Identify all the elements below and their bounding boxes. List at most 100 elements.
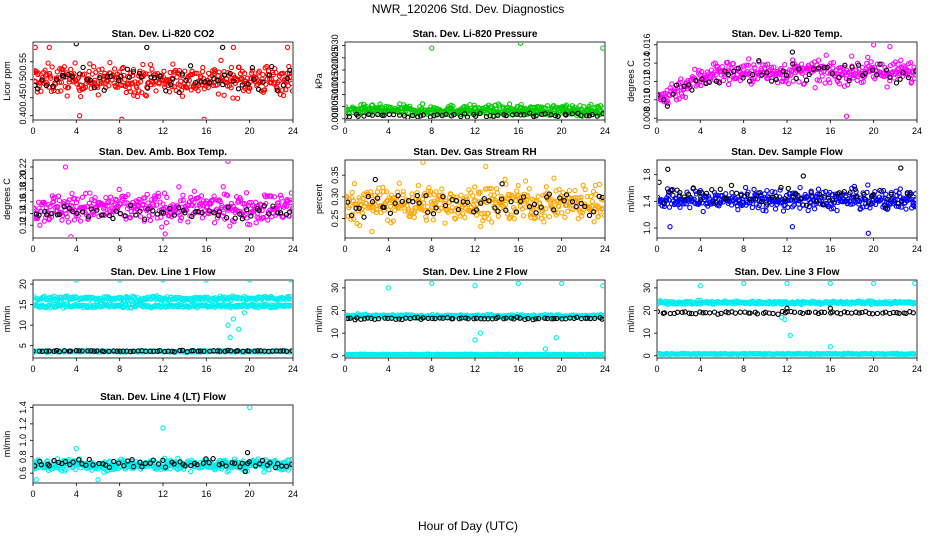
data-point xyxy=(461,111,468,117)
data-point xyxy=(664,103,671,109)
data-point xyxy=(76,113,83,119)
data-point xyxy=(136,88,142,94)
data-point xyxy=(730,68,737,75)
data-point xyxy=(549,316,555,322)
data-point xyxy=(85,214,92,220)
y-tick-label: 0.50 xyxy=(18,71,28,89)
x-tick-label: 8 xyxy=(117,364,122,374)
data-point xyxy=(437,315,443,321)
data-point xyxy=(80,209,86,215)
data-point xyxy=(264,63,270,70)
data-point xyxy=(106,83,112,89)
data-point xyxy=(363,200,370,207)
data-point xyxy=(84,77,90,83)
data-point xyxy=(503,207,509,213)
data-point xyxy=(239,216,246,222)
x-tick-label: 8 xyxy=(741,364,746,374)
data-point xyxy=(433,205,439,211)
data-point xyxy=(45,60,51,66)
data-point xyxy=(577,197,584,204)
data-point xyxy=(752,65,758,71)
data-point xyxy=(225,204,231,210)
data-point xyxy=(346,114,353,119)
data-point xyxy=(472,113,479,119)
data-point xyxy=(862,70,868,77)
data-point xyxy=(477,110,483,117)
plot-frame xyxy=(656,41,918,121)
y-tick-label: 10 xyxy=(18,320,28,330)
points-layer xyxy=(346,281,604,357)
series-hourly xyxy=(658,49,916,109)
y-tick-label: 0 xyxy=(642,353,652,358)
data-point xyxy=(140,201,146,207)
data-point xyxy=(225,322,231,328)
data-point xyxy=(469,209,475,215)
data-point xyxy=(793,191,799,197)
data-point xyxy=(185,219,191,225)
x-tick-label: 24 xyxy=(912,126,922,136)
y-axis-label: Licor ppm xyxy=(2,61,12,101)
data-point xyxy=(230,95,236,101)
data-point xyxy=(452,215,458,221)
data-point xyxy=(197,348,204,354)
data-point xyxy=(756,58,762,64)
data-point xyxy=(154,348,161,354)
data-point xyxy=(265,217,271,223)
x-tick-label: 24 xyxy=(600,126,610,136)
data-point xyxy=(128,81,134,87)
data-point xyxy=(880,187,887,194)
data-point xyxy=(868,59,874,65)
data-point xyxy=(785,80,792,87)
data-point xyxy=(42,67,48,73)
data-point xyxy=(724,59,731,66)
data-point xyxy=(675,88,681,94)
data-point xyxy=(803,202,810,208)
data-point xyxy=(477,189,483,195)
data-point xyxy=(289,296,292,302)
data-point xyxy=(55,193,62,199)
data-point xyxy=(726,77,733,83)
data-point xyxy=(410,199,416,205)
x-tick-label: 20 xyxy=(869,244,879,254)
data-point xyxy=(77,71,83,77)
panel-4: Stan. Dev. Amb. Box Temp.degrees C0.120.… xyxy=(2,147,298,254)
data-point xyxy=(486,216,492,222)
data-point xyxy=(596,193,602,200)
data-point xyxy=(87,190,93,196)
data-point xyxy=(501,316,507,322)
data-point xyxy=(871,281,877,287)
data-point xyxy=(879,195,885,201)
y-tick-label: 0.010 xyxy=(330,83,340,106)
data-point xyxy=(171,349,177,355)
data-point xyxy=(913,69,916,75)
data-point xyxy=(669,187,675,193)
data-point xyxy=(188,194,194,201)
y-tick-label: 20 xyxy=(330,306,340,316)
data-point xyxy=(131,90,138,96)
points-layer xyxy=(346,161,604,235)
data-point xyxy=(448,208,455,214)
data-point xyxy=(111,348,117,354)
data-point xyxy=(497,103,503,109)
data-point xyxy=(692,66,698,72)
x-tick-label: 12 xyxy=(470,244,480,254)
data-point xyxy=(713,71,719,78)
data-point xyxy=(56,349,63,355)
data-point xyxy=(513,209,520,215)
data-point xyxy=(582,315,589,321)
data-point xyxy=(872,76,878,82)
data-point xyxy=(495,208,501,214)
data-point xyxy=(154,202,160,208)
data-point xyxy=(467,101,473,108)
data-point xyxy=(236,326,242,332)
data-point xyxy=(732,351,738,357)
x-tick-label: 12 xyxy=(782,364,792,374)
data-point xyxy=(556,186,562,193)
data-point xyxy=(48,214,55,220)
data-point xyxy=(214,348,221,354)
series-all xyxy=(346,161,604,235)
y-axis-label: ml/min xyxy=(626,186,636,213)
x-tick-label: 16 xyxy=(513,244,523,254)
data-point xyxy=(561,198,567,204)
data-point xyxy=(204,203,210,210)
